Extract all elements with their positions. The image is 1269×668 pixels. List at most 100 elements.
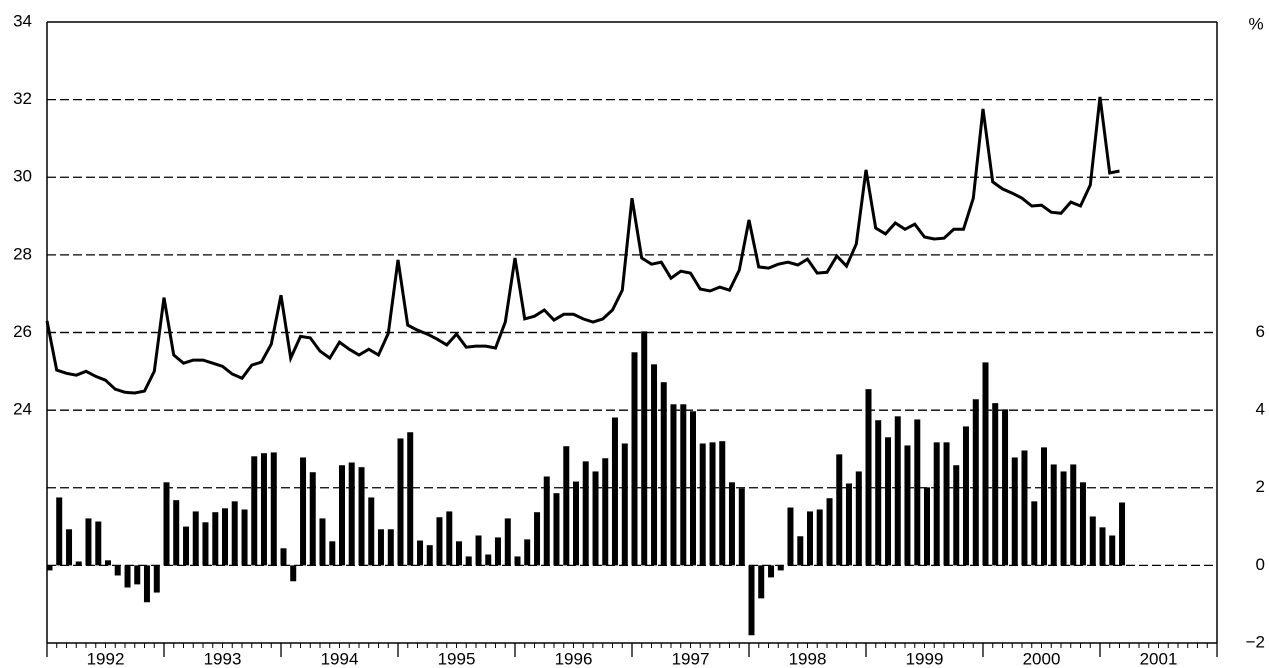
y-tick-label: 34 [13,11,32,30]
x-tick-label: 2001 [1140,649,1178,668]
bar [758,565,765,599]
bar [592,471,599,566]
bar [709,442,716,566]
bar [387,529,394,566]
bar [1050,464,1057,566]
bar [85,518,92,566]
bar [251,456,258,566]
bar [153,565,160,593]
bar [807,511,813,566]
bar [95,521,102,566]
bar [475,535,482,566]
x-tick-label: 1997 [672,649,710,668]
bar [202,522,209,566]
bar [75,561,82,566]
bar [524,539,531,566]
bar [319,518,326,566]
x-tick-label: 2000 [1023,649,1061,668]
bar [1079,482,1086,566]
bar [1011,457,1018,566]
bar [534,512,541,566]
bar [212,512,219,566]
y2-tick-label: 2 [1256,477,1265,496]
x-tick-label: 1995 [438,649,476,668]
bar [719,441,726,566]
line [45,96,1120,395]
bar [962,426,969,566]
bar [651,364,658,566]
bar [339,465,345,566]
bar [1021,450,1028,566]
bar [621,443,628,566]
bar [680,404,687,566]
bar [465,556,472,566]
bar [982,362,989,566]
bar [865,389,872,566]
bar [573,481,579,566]
bar [407,432,414,566]
y2-tick-label: 4 [1256,400,1265,419]
bar [1089,516,1096,566]
bar [358,467,365,566]
x-tick-label: 1994 [321,649,359,668]
bar [1070,464,1077,566]
bar [105,560,111,566]
bar [377,529,384,566]
bar [456,541,462,566]
bar [260,453,267,566]
bar [124,565,131,588]
bar [192,511,199,566]
bar [933,442,940,566]
bar [426,545,433,566]
bar [446,511,453,566]
bar [728,482,735,566]
bar [1002,409,1009,566]
bar [222,508,228,566]
bar [855,471,862,566]
bar [972,399,979,566]
bar [66,529,73,566]
bar [816,509,823,566]
y2-tick-label: −2 [1246,632,1265,651]
bar [582,461,589,566]
bar [46,565,53,571]
bar [563,446,570,566]
bar [836,454,843,566]
bar [611,417,618,566]
bar [417,540,424,566]
bar [748,565,755,636]
bar [114,565,121,576]
bar [1119,502,1126,566]
bar [875,420,882,566]
bar [163,482,170,566]
bar [56,497,63,566]
bar [943,442,950,566]
bar [368,497,375,566]
bar [436,517,443,566]
y-tick-label: 28 [13,244,32,263]
bar [914,419,921,566]
bar [660,382,667,566]
bar [1060,471,1067,566]
bar [504,518,511,566]
y2-tick-label: 0 [1256,555,1265,574]
bar [553,493,560,566]
bar [183,526,190,566]
bar [924,487,930,566]
bar [173,500,180,566]
bar [953,465,960,566]
x-tick-label: 1998 [789,649,827,668]
x-tick-label: 1993 [204,649,242,668]
y2-axis-label: % [1248,14,1263,33]
bar [143,565,150,603]
bar [787,507,794,566]
bar [543,476,550,566]
bar [602,458,609,566]
x-tick-label: 1992 [87,649,125,668]
y-tick-label: 26 [13,322,32,341]
bar [494,537,501,566]
bar [397,438,404,566]
bar [1109,535,1116,566]
bar [231,501,238,566]
